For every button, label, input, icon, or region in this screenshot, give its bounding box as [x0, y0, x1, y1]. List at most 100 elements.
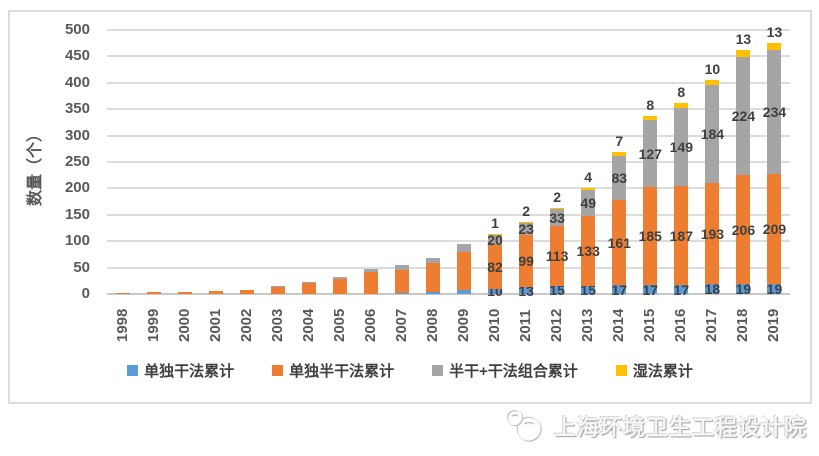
data-label: 82 — [487, 259, 503, 276]
x-tick-label: 2005 — [330, 308, 348, 342]
legend-item: 半干+干法组合累计 — [432, 360, 578, 381]
x-tick-label: 2012 — [548, 308, 566, 342]
x-tick-label: 2004 — [299, 308, 317, 342]
data-label: 8 — [677, 84, 686, 101]
bar-segment — [425, 257, 440, 264]
bar-segment — [115, 293, 130, 294]
bar-segment — [674, 285, 689, 294]
data-label: 224 — [731, 108, 756, 125]
legend-label: 湿法累计 — [632, 362, 693, 380]
company-watermark: 上海环境卫生工程设计院 — [504, 406, 807, 446]
bar-segment — [425, 263, 440, 293]
x-tick-label: 2019 — [765, 308, 783, 342]
data-label: 13 — [735, 31, 752, 48]
y-tick-label: 350 — [64, 100, 90, 118]
bar-segment — [146, 292, 161, 294]
x-tick-label: 2006 — [361, 308, 379, 342]
data-label: 8 — [646, 97, 655, 114]
bar-segment — [736, 50, 751, 57]
data-label: 2 — [553, 188, 562, 205]
data-label: 7 — [615, 133, 624, 150]
legend-swatch-icon — [432, 364, 444, 376]
data-label: 185 — [638, 228, 662, 245]
bar-segment — [674, 103, 689, 108]
data-label: 1 — [491, 215, 499, 232]
company-name-text: 上海环境卫生工程设计院 — [553, 415, 807, 440]
bar-segment — [519, 221, 534, 223]
x-tick-label: 2000 — [175, 308, 193, 342]
x-tick-label: 1998 — [113, 308, 131, 342]
data-label: 133 — [576, 242, 600, 259]
bar-segment — [457, 252, 472, 291]
y-tick-label: 500 — [64, 21, 90, 38]
bar-segment — [581, 187, 596, 190]
bar-segment — [705, 284, 720, 294]
y-tick-label: 250 — [64, 153, 90, 170]
legend-item: 湿法累计 — [615, 360, 693, 381]
bar-segment — [519, 234, 534, 288]
bar-segment — [643, 120, 658, 188]
bar-segment — [550, 207, 565, 209]
grid-line — [107, 161, 790, 163]
grid-line — [107, 187, 790, 190]
y-tick-label: 400 — [64, 73, 90, 91]
y-tick-label: 150 — [64, 205, 90, 223]
bar-segment — [767, 283, 782, 294]
bar-segment — [177, 292, 192, 294]
data-label: 206 — [731, 221, 756, 238]
data-label: 2 — [522, 202, 531, 219]
bar-segment — [488, 288, 503, 294]
bar-segment — [612, 285, 627, 294]
x-tick-label: 2007 — [392, 308, 410, 342]
bar-segment — [270, 285, 285, 287]
grid-line — [107, 108, 790, 111]
x-tick-label: 2011 — [517, 309, 535, 342]
bar-segment — [394, 292, 409, 294]
bar-segment — [488, 245, 503, 289]
x-tick-label: 2003 — [268, 308, 286, 342]
x-tick-label: 2017 — [703, 308, 721, 342]
y-tick-label: 200 — [64, 179, 90, 197]
data-label: 4 — [584, 168, 593, 185]
x-tick-label: 2001 — [206, 308, 224, 342]
bar-segment — [767, 50, 782, 174]
bar-segment — [457, 244, 472, 253]
bar-segment — [674, 186, 689, 286]
data-label: 113 — [545, 248, 569, 265]
bar-segment — [239, 289, 254, 294]
bar-segment — [767, 173, 782, 284]
y-tick-label: 100 — [64, 232, 90, 250]
bar-segment — [363, 269, 378, 272]
bar-segment — [736, 175, 751, 284]
plot-area: 10 82 20 1 13 99 23 2 15 113 33 2 15 133 49 4 17 161 83 7 17… — [107, 25, 790, 299]
x-tick-label: 2018 — [734, 308, 752, 342]
bar-segment — [394, 270, 409, 293]
grid-line — [107, 81, 790, 84]
data-label: 184 — [700, 126, 725, 143]
bar-segment — [705, 182, 720, 285]
legend-item: 单独半干法累计 — [272, 360, 394, 381]
legend-label: 单独半干法累计 — [289, 362, 395, 380]
data-label: 15 — [580, 282, 596, 299]
x-tick-label: 2014 — [610, 308, 628, 342]
y-tick-label: 450 — [64, 47, 90, 65]
data-label: 161 — [607, 234, 631, 251]
x-tick-label: 2016 — [672, 308, 690, 342]
bar-segment — [301, 282, 316, 294]
data-label: 13 — [766, 24, 783, 41]
bar-segment — [705, 80, 720, 86]
bar-segment — [643, 187, 658, 286]
data-label: 18 — [704, 281, 721, 298]
bar-segment — [270, 286, 285, 294]
bar-segment — [550, 208, 565, 227]
bar-segment — [736, 56, 751, 176]
chart-legend: 单独干法累计 单独半干法累计 半干+干法组合累计 湿法累计 — [8, 356, 812, 384]
legend-label: 单独干法累计 — [144, 362, 235, 380]
bar-segment — [519, 287, 534, 294]
x-tick-label: 2008 — [423, 308, 441, 342]
bar-segment — [581, 215, 596, 287]
y-tick-label: 50 — [73, 258, 90, 276]
grid-line — [107, 55, 790, 58]
grid-line — [107, 240, 790, 243]
